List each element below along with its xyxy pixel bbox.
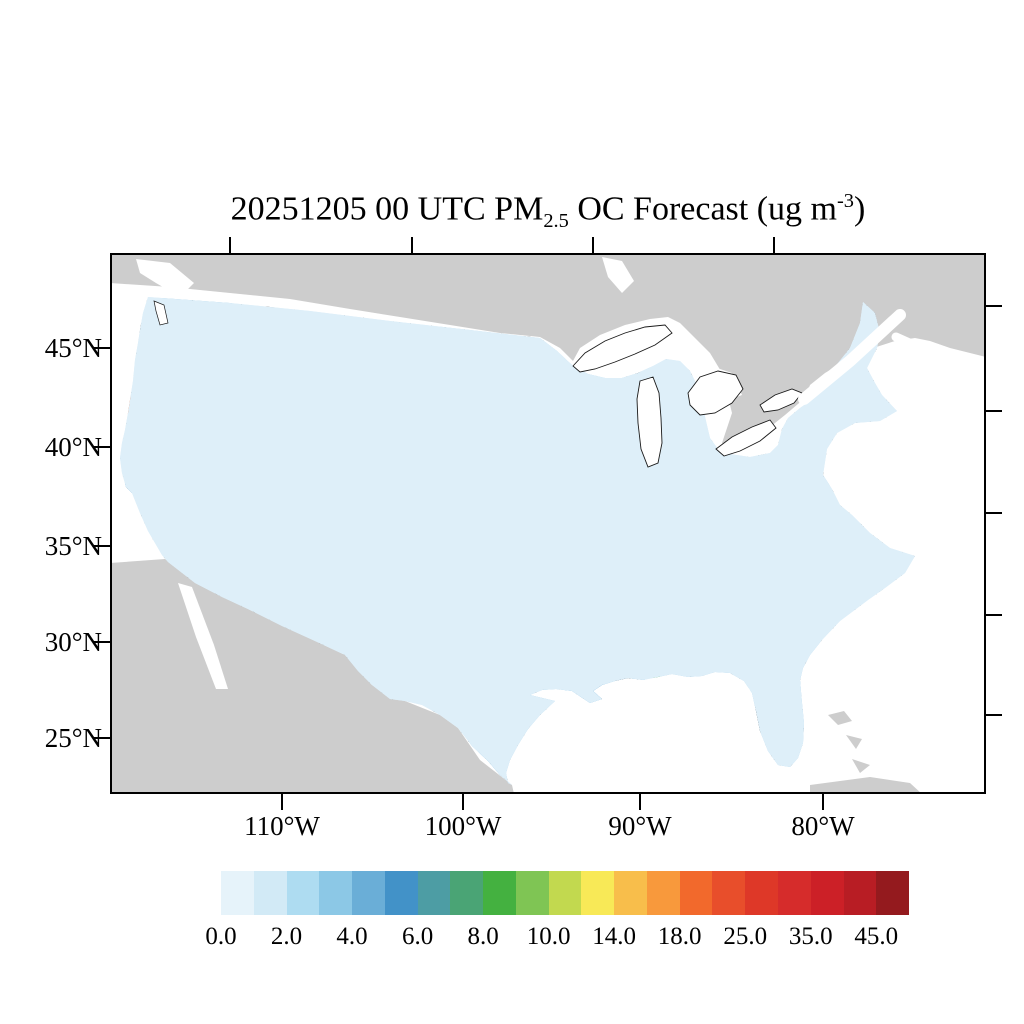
- colorbar-segment-16: [745, 871, 779, 915]
- colorbar-segment-6: [417, 871, 451, 915]
- lat-tick-right-3: [986, 614, 1002, 616]
- colorbar-segment-15: [712, 871, 746, 915]
- colorbar-label-0: 0.0: [205, 923, 237, 950]
- colorbar-label-1: 2.0: [270, 923, 303, 950]
- mexico-landmass: [110, 559, 514, 794]
- colorbar-label-4: 8.0: [467, 923, 499, 950]
- lon-label-1: 100°W: [424, 811, 502, 841]
- lat-label-2: 35°N: [44, 531, 102, 561]
- title-subscript: 2.5: [543, 210, 569, 233]
- great-lakes: [572, 324, 803, 468]
- colorbar-segment-0: [221, 871, 254, 915]
- title-prefix: 20251205 00 UTC PM: [230, 190, 544, 228]
- lake-erie: [715, 419, 777, 457]
- colorbar-segment-10: [548, 871, 582, 915]
- lon-tick-bottom-1: [462, 794, 464, 810]
- lon-tick-top-2: [592, 237, 594, 253]
- title-suffix: ): [854, 190, 866, 228]
- colorbar: [221, 871, 910, 915]
- colorbar-segment-2: [286, 871, 320, 915]
- lon-label-0: 110°W: [244, 811, 320, 841]
- colorbar-label-2: 4.0: [336, 923, 368, 950]
- colorbar-segment-11: [581, 871, 615, 915]
- lat-tick-left-0: [94, 347, 110, 349]
- colorbar-segment-3: [319, 871, 353, 915]
- colorbar-segment-17: [778, 871, 811, 915]
- colorbar-segment-13: [646, 871, 680, 915]
- lon-tick-bottom-3: [822, 794, 824, 810]
- map-panel: [110, 253, 986, 794]
- lat-tick-left-2: [94, 545, 110, 547]
- bahamas-islands: [828, 711, 870, 773]
- cuba-sliver: [810, 777, 922, 794]
- colorbar-label-9: 35.0: [788, 923, 833, 950]
- lon-label-3: 80°W: [791, 811, 855, 841]
- lon-tick-top-0: [229, 237, 231, 253]
- colorbar-segment-14: [679, 871, 713, 915]
- colorbar-label-5: 10.0: [526, 923, 571, 950]
- lake-ontario: [759, 388, 803, 413]
- colorbar-segment-4: [352, 871, 385, 915]
- colorbar-segment-7: [450, 871, 484, 915]
- lat-label-0: 45°N: [44, 333, 102, 363]
- lon-tick-bottom-0: [281, 794, 283, 810]
- gulf-of-california: [178, 583, 228, 689]
- st-lawrence-river: [798, 309, 906, 405]
- us-county-choropleth-map: [110, 253, 986, 794]
- lat-tick-right-0: [986, 305, 1002, 307]
- colorbar-segment-12: [614, 871, 647, 915]
- lake-michigan: [636, 376, 663, 468]
- lat-label-4: 25°N: [44, 723, 102, 753]
- colorbar-label-7: 18.0: [657, 923, 702, 950]
- lat-label-1: 40°N: [44, 432, 102, 462]
- lon-label-2: 90°W: [608, 811, 672, 841]
- title-middle: OC Forecast (ug m: [568, 190, 837, 228]
- map-frame: [110, 253, 986, 794]
- lon-tick-top-3: [773, 237, 775, 253]
- lake-superior: [572, 324, 673, 373]
- lake-huron: [687, 370, 744, 416]
- lon-tick-bottom-2: [639, 794, 641, 810]
- colorbar-segment-5: [384, 871, 418, 915]
- colorbar-segment-19: [843, 871, 877, 915]
- colorbar-segment-1: [253, 871, 287, 915]
- lat-tick-right-4: [986, 714, 1002, 716]
- canada-lake-cutout: [602, 257, 634, 293]
- title-superscript: -3: [837, 190, 854, 212]
- colorbar-segment-20: [876, 871, 910, 915]
- colorbar-label-3: 6.0: [401, 923, 434, 950]
- puget-sound: [153, 300, 169, 326]
- bay-of-fundy: [891, 332, 941, 360]
- lat-tick-left-4: [94, 737, 110, 739]
- colorbar-label-6: 14.0: [592, 923, 637, 950]
- lon-tick-top-1: [411, 237, 413, 253]
- lat-tick-left-1: [94, 446, 110, 448]
- colorbar-label-8: 25.0: [723, 923, 768, 950]
- lat-tick-left-3: [94, 641, 110, 643]
- lat-tick-right-2: [986, 512, 1002, 514]
- figure-title: 20251205 00 UTC PM2.5 OC Forecast (ug m-…: [74, 190, 1022, 233]
- colorbar-segment-9: [515, 871, 549, 915]
- colorbar-segment-18: [810, 871, 844, 915]
- colorbar-label-10: 45.0: [854, 923, 899, 950]
- lat-tick-right-1: [986, 410, 1002, 412]
- colorbar-segment-8: [483, 871, 516, 915]
- vancouver-island-water: [136, 259, 194, 297]
- lat-label-3: 30°N: [44, 627, 102, 657]
